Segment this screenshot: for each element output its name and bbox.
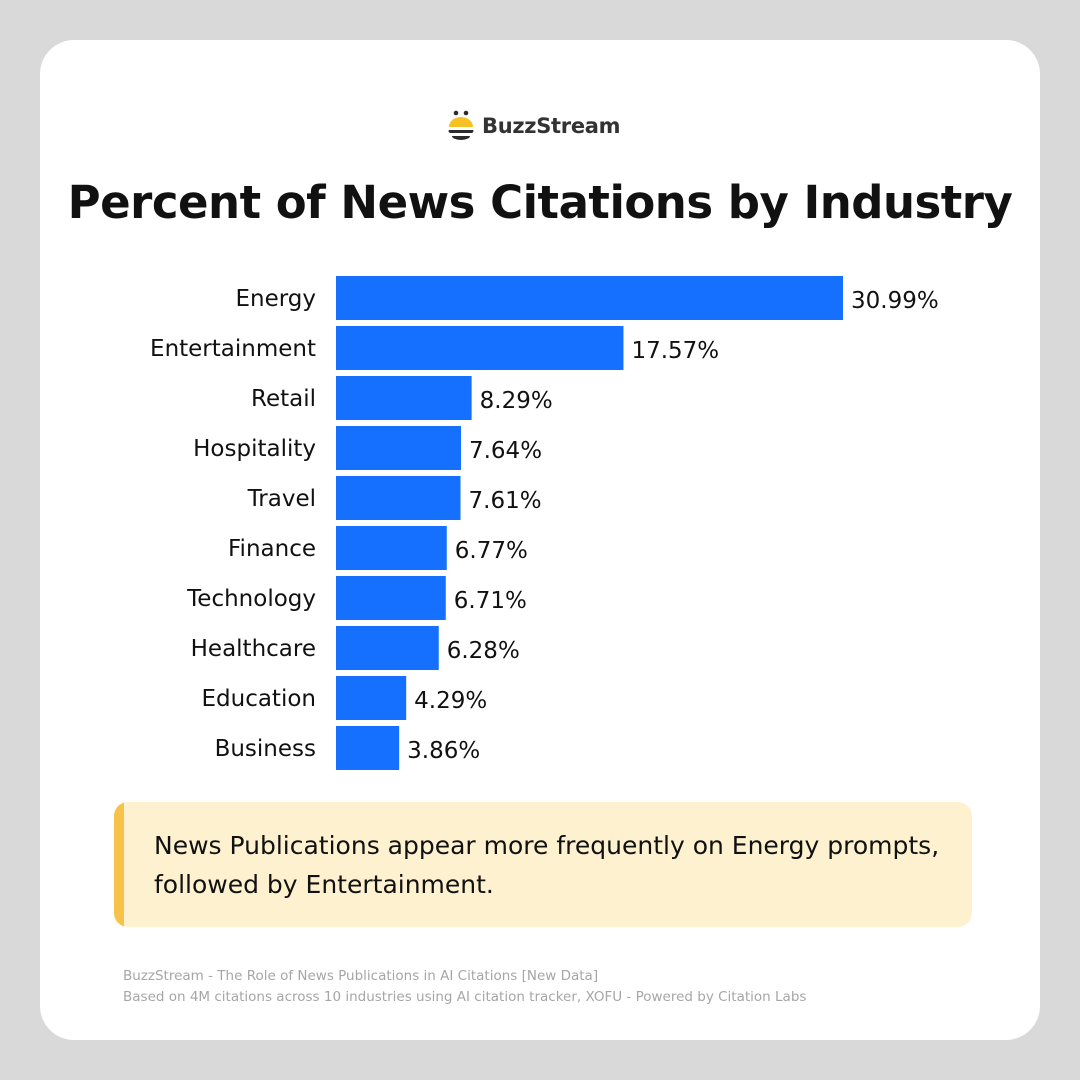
value-label: 3.86% xyxy=(407,738,480,764)
bar-technology xyxy=(336,576,446,620)
footer-note: Based on 4M citations across 10 industri… xyxy=(123,989,807,1005)
category-label: Technology xyxy=(186,586,316,612)
bee-icon xyxy=(448,110,474,140)
category-label: Business xyxy=(215,736,316,762)
category-label: Retail xyxy=(251,386,316,412)
bar-hospitality xyxy=(336,426,461,470)
category-label: Healthcare xyxy=(191,636,316,662)
value-label: 7.64% xyxy=(469,438,542,464)
category-label: Education xyxy=(201,686,316,712)
value-label: 17.57% xyxy=(631,338,719,364)
bar-travel xyxy=(336,476,461,520)
category-label: Travel xyxy=(247,486,316,512)
value-label: 4.29% xyxy=(414,688,487,714)
bar-finance xyxy=(336,526,447,570)
bar-entertainment xyxy=(336,326,624,370)
brand-name: BuzzStream xyxy=(482,114,621,138)
bar-chart: Energy 30.99% Entertainment 17.57% Retail 8.2… xyxy=(150,276,939,770)
callout-text: News Publications appear more frequently… xyxy=(154,831,940,899)
value-label: 6.77% xyxy=(455,538,528,564)
category-label: Finance xyxy=(228,536,316,562)
bar-business xyxy=(336,726,400,770)
bar-retail xyxy=(336,376,472,420)
value-label: 6.28% xyxy=(447,638,520,664)
category-label: Hospitality xyxy=(193,436,316,462)
category-label: Energy xyxy=(235,286,316,312)
bar-education xyxy=(336,676,407,720)
callout-accent xyxy=(114,802,124,927)
footer: BuzzStream - The Role of News Publicatio… xyxy=(123,966,806,1008)
value-label: 6.71% xyxy=(454,588,527,614)
bar-energy xyxy=(336,276,843,320)
bar-healthcare xyxy=(336,626,439,670)
footer-source: BuzzStream - The Role of News Publicatio… xyxy=(123,968,599,984)
buzzstream-logo: BuzzStream xyxy=(448,108,621,144)
chart-title: Percent of News Citations by Industry xyxy=(67,176,1013,229)
value-label: 8.29% xyxy=(480,388,553,414)
callout-box: News Publications appear more frequently… xyxy=(114,802,972,927)
category-label: Entertainment xyxy=(150,336,316,362)
value-label: 7.61% xyxy=(469,488,542,514)
value-label: 30.99% xyxy=(851,288,939,314)
